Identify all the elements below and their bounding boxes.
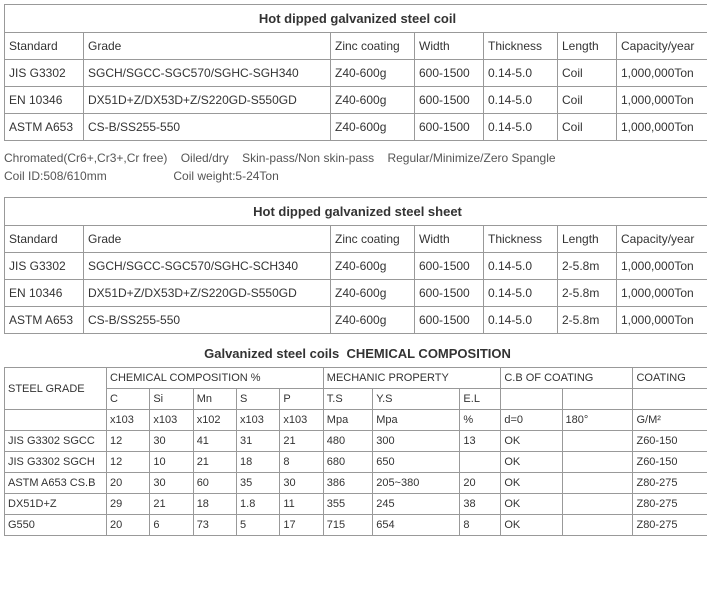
notes-block: Chromated(Cr6+,Cr3+,Cr free) Oiled/dry S… (4, 149, 707, 185)
table-row: JIS G3302 SGCC123041312148030013OKZ60-15… (5, 431, 707, 452)
chem-title: Galvanized steel coils CHEMICAL COMPOSIT… (4, 346, 707, 361)
coil-table: Hot dipped galvanized steel coil Standar… (4, 4, 707, 141)
notes-line2: Coil ID:508/610mm Coil weight:5-24Ton (4, 167, 707, 185)
sheet-table: Hot dipped galvanized steel sheet Standa… (4, 197, 707, 334)
table-row: JIS G3302 SGCH121021188680650OKZ60-150 (5, 452, 707, 473)
chem-sub-header: C Si Mn S P T.S Y.S E.L (5, 389, 707, 410)
coil-header-row: Standard Grade Zinc coating Width Thickn… (5, 33, 707, 60)
chem-units-row: x103 x103 x102 x103 x103 Mpa Mpa % d=0 1… (5, 410, 707, 431)
table-row: ASTM A653 CS.B2030603530386205~38020OKZ8… (5, 473, 707, 494)
chem-table: STEEL GRADE CHEMICAL COMPOSITION % MECHA… (4, 367, 707, 536)
sheet-title: Hot dipped galvanized steel sheet (5, 198, 707, 226)
table-row: G550206735177156548OKZ80-275 (5, 515, 707, 536)
table-row: JIS G3302SGCH/SGCC-SGC570/SGHC-SCH340Z40… (5, 253, 707, 280)
chem-top-header: STEEL GRADE CHEMICAL COMPOSITION % MECHA… (5, 368, 707, 389)
table-row: ASTM A653CS-B/SS255-550Z40-600g600-15000… (5, 307, 707, 334)
table-row: EN 10346DX51D+Z/DX53D+Z/S220GD-S550GDZ40… (5, 87, 707, 114)
table-row: EN 10346DX51D+Z/DX53D+Z/S220GD-S550GDZ40… (5, 280, 707, 307)
sheet-header-row: Standard Grade Zinc coating Width Thickn… (5, 226, 707, 253)
coil-title: Hot dipped galvanized steel coil (5, 5, 707, 33)
table-row: DX51D+Z2921181.81135524538OKZ80-275 (5, 494, 707, 515)
notes-line1: Chromated(Cr6+,Cr3+,Cr free) Oiled/dry S… (4, 149, 707, 167)
table-row: ASTM A653CS-B/SS255-550Z40-600g600-15000… (5, 114, 707, 141)
table-row: JIS G3302SGCH/SGCC-SGC570/SGHC-SGH340Z40… (5, 60, 707, 87)
